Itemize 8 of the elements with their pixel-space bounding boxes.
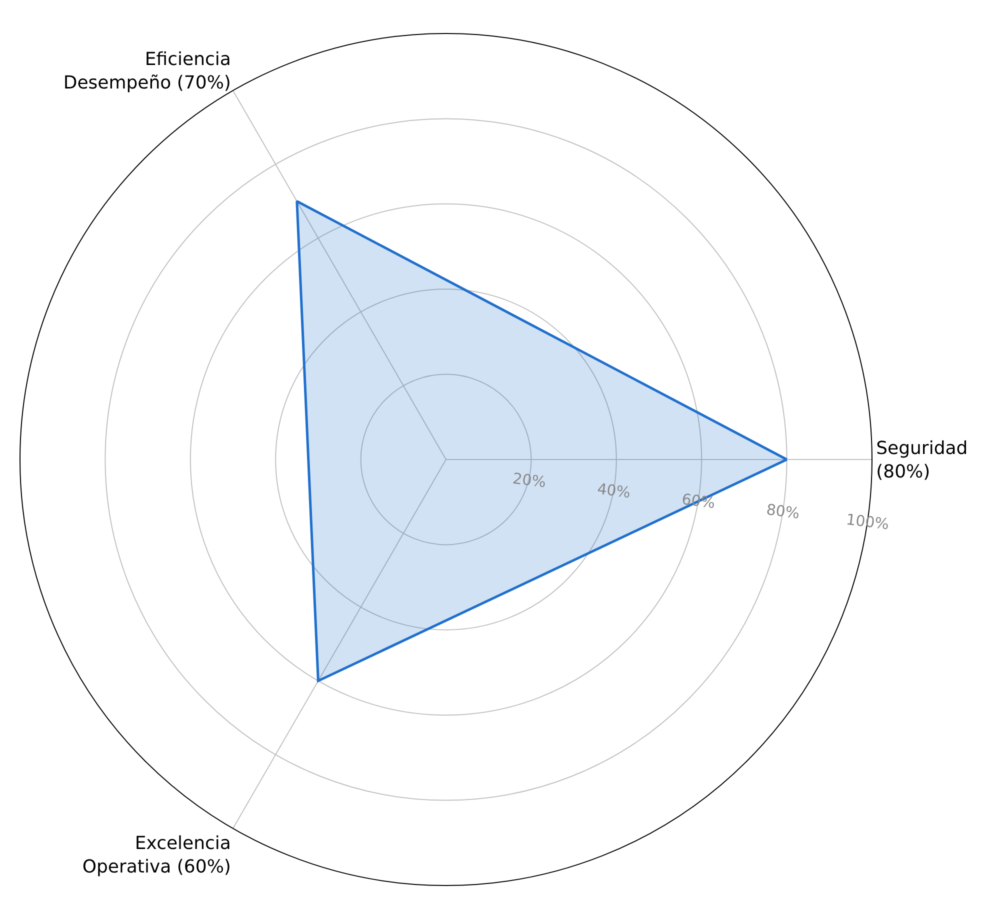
y-tick-label: 80%: [765, 500, 801, 522]
y-tick-label: 60%: [680, 490, 716, 512]
spoke-label: Eficiencia Desempeño (70%): [63, 49, 231, 94]
spoke-label: Excelencia Operativa (60%): [82, 833, 231, 878]
spoke-label: Seguridad (80%): [876, 438, 968, 482]
y-tick-label: 20%: [512, 469, 547, 492]
y-tick-label: 100%: [845, 510, 890, 534]
y-tick-label: 40%: [596, 480, 632, 502]
